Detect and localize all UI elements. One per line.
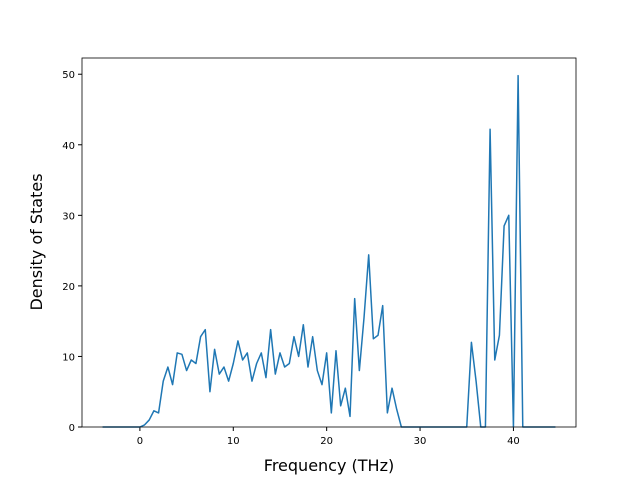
line [102,74,556,428]
y-axis-label: Density of States [27,173,46,310]
plot-frame [81,57,577,428]
y-tick-label: 10 [62,352,75,363]
y-tick-label: 50 [62,70,75,81]
x-tick-label: 30 [414,436,427,447]
x-tick-label: 20 [320,436,333,447]
y-tick-label: 40 [62,141,75,152]
y-tick-label: 30 [62,211,75,222]
x-axis-label: Frequency (THz) [264,456,394,475]
x-tick-label: 0 [137,436,143,447]
y-tick-label: 0 [69,423,75,434]
y-tick-label: 20 [62,282,75,293]
x-tick-label: 40 [507,436,520,447]
x-tick-label: 10 [227,436,240,447]
